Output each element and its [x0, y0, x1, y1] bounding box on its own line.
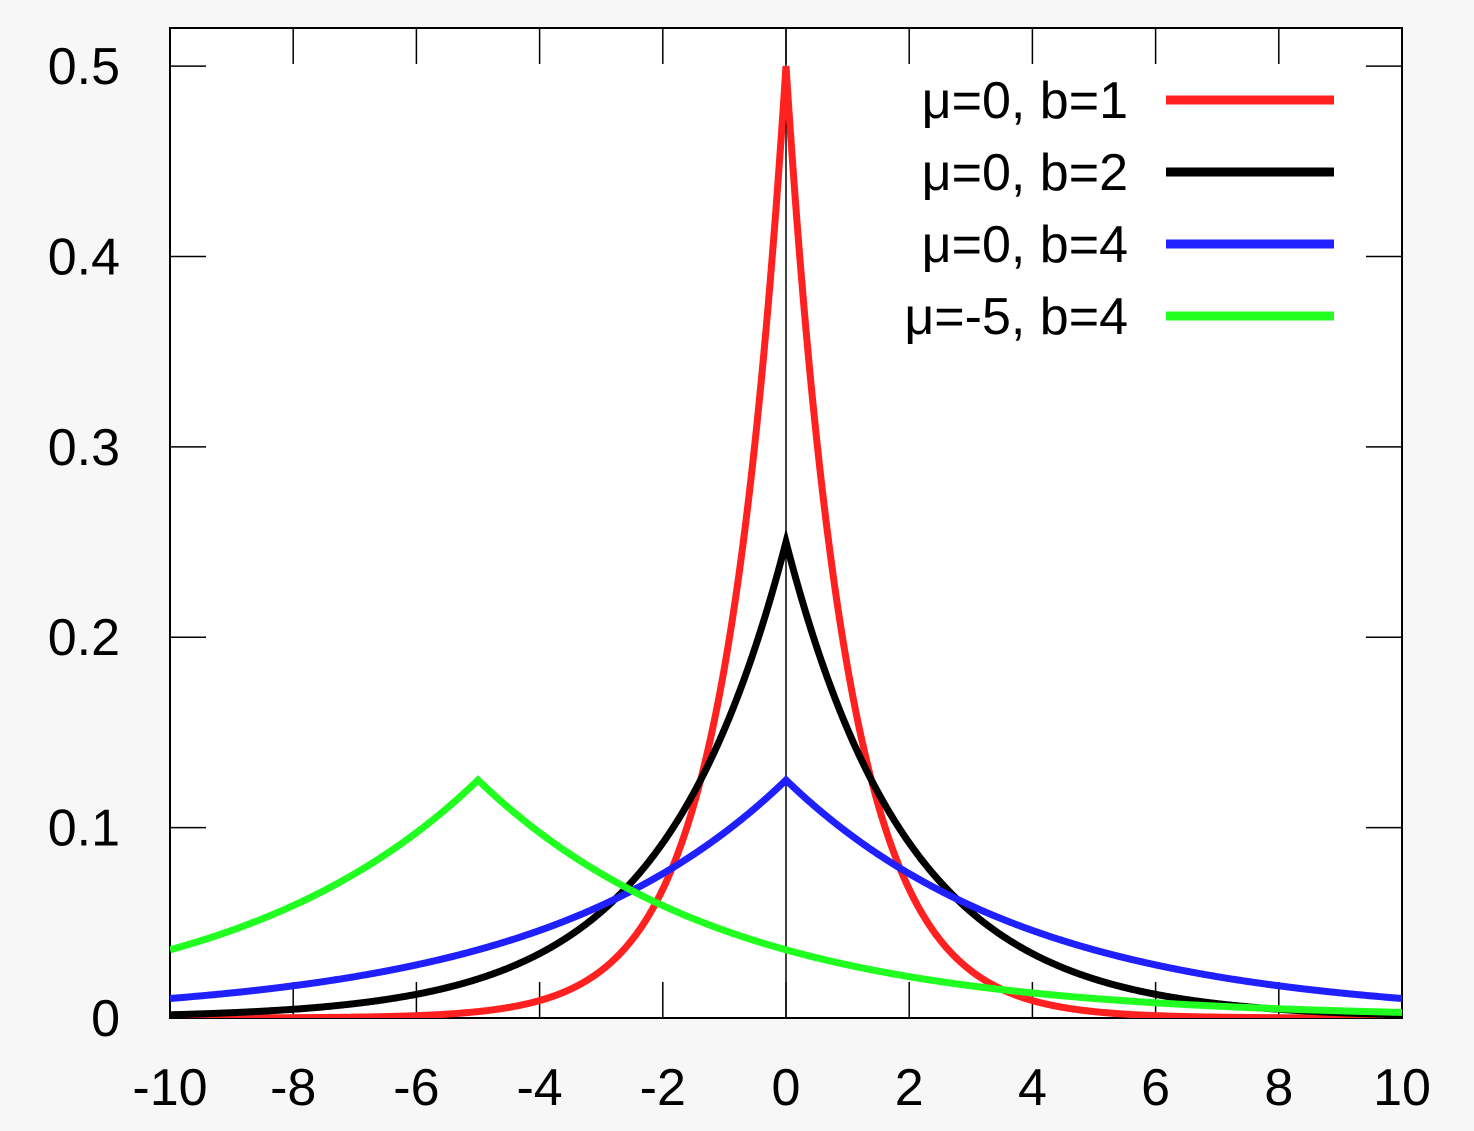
axes-layer: -10 -8 -6 -4 -2 0 2 4 6 8 10 0 0.1 0.2 0.3 0.4 0.5	[48, 27, 1431, 1117]
legend-label-2: μ=0, b=2	[922, 144, 1128, 202]
y-tick-label: 0.1	[48, 800, 120, 858]
y-tick-label: 0	[91, 990, 120, 1048]
y-tick-label: 0.4	[48, 228, 120, 286]
x-tick-label: 4	[1018, 1059, 1047, 1117]
series-line-1	[170, 65, 1402, 1018]
x-tick-label: 10	[1373, 1059, 1431, 1117]
legend-label-1: μ=0, b=1	[922, 72, 1128, 130]
x-tick-label: 8	[1264, 1059, 1293, 1117]
y-tick-label: 0.3	[48, 419, 120, 477]
x-tick-label: 6	[1141, 1059, 1170, 1117]
y-tick-label: 0.5	[48, 38, 120, 96]
x-tick-label: -6	[393, 1059, 439, 1117]
x-tick-label: -8	[270, 1059, 316, 1117]
x-tick-label: -4	[516, 1059, 562, 1117]
legend-label-3: μ=0, b=4	[922, 216, 1128, 274]
y-tick-label: 0.2	[48, 609, 120, 667]
series-layer	[170, 65, 1402, 1018]
legend-label-4: μ=-5, b=4	[904, 288, 1128, 346]
series-line-4	[170, 775, 1402, 1016]
x-tick-label: -2	[640, 1059, 686, 1117]
series-line-2	[170, 528, 1402, 1018]
series-line-3	[170, 775, 1402, 1002]
legend: μ=0, b=1 μ=0, b=2 μ=0, b=4 μ=-5, b=4	[904, 72, 1334, 346]
x-tick-label: -10	[132, 1059, 207, 1117]
x-tick-label: 0	[772, 1059, 801, 1117]
x-tick-label: 2	[895, 1059, 924, 1117]
